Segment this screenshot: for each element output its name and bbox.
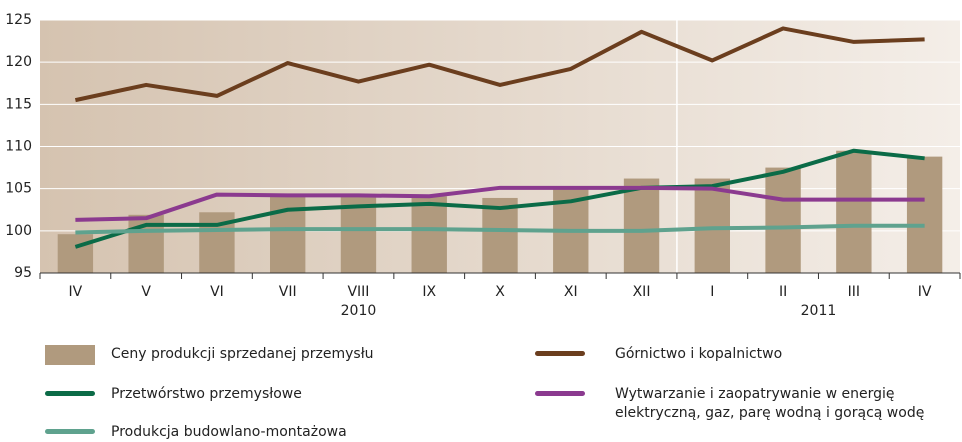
legend-label: Produkcja budowlano-montażowa [111,424,347,440]
x-tick-label: I [710,284,714,300]
line [75,185,925,222]
x-tick-label: IV [918,284,932,300]
bar [411,196,447,273]
legend-swatch [45,429,95,434]
x-tick-label: X [495,284,505,300]
bar [482,197,518,273]
legend-item: Wytwarzanie i zaopatrywanie w energię el… [535,385,958,423]
bar [906,156,943,273]
y-tick-label: 125 [5,12,32,28]
x-tick-label: IX [422,284,436,300]
x-tick-label: XI [564,284,578,300]
bar [694,178,730,273]
y-tick-label: 100 [5,223,32,239]
line [75,223,925,235]
x-tick-label: VIII [347,284,369,300]
bar [836,150,872,273]
bar [57,234,94,273]
legend-swatch [45,391,95,396]
year-label: 2011 [801,303,837,319]
x-tick-label: II [779,284,787,300]
x-tick-label: VII [279,284,297,300]
legend-label: Wytwarzanie i zaopatrywanie w energię el… [615,386,925,421]
legend-swatch [535,391,585,396]
legend-swatch [535,351,585,356]
line [74,148,925,249]
legend-item: Ceny produkcji sprzedanej przemysłu [45,345,485,365]
y-tick-label: 115 [5,96,32,112]
bar [623,178,660,273]
bar [340,196,377,273]
legend-label: Górnictwo i kopalnictwo [615,346,783,362]
x-tick-label: V [141,284,151,300]
legend-label: Przetwórstwo przemysłowe [111,386,302,402]
legend-item: Przetwórstwo przemysłowe [45,385,485,404]
x-tick-label: IV [69,284,83,300]
legend-swatch [45,345,95,365]
y-tick-label: 95 [14,265,32,281]
year-label: 2010 [341,303,377,319]
legend-item: Górnictwo i kopalnictwo [535,345,958,364]
legend-label: Ceny produkcji sprzedanej przemysłu [111,346,374,362]
legend-item: Produkcja budowlano-montażowa [45,423,485,442]
x-tick-label: XII [633,284,651,300]
y-tick-label: 105 [5,181,32,197]
x-tick-label: VI [210,284,224,300]
line [74,26,925,103]
x-tick-label: III [848,284,860,300]
y-tick-label: 110 [5,139,32,155]
y-tick-label: 120 [5,54,32,70]
chart: 95 100 105 110 115 120 125 2010 2011 IV V VI VII VIII… [5,12,961,319]
bar [765,167,801,273]
